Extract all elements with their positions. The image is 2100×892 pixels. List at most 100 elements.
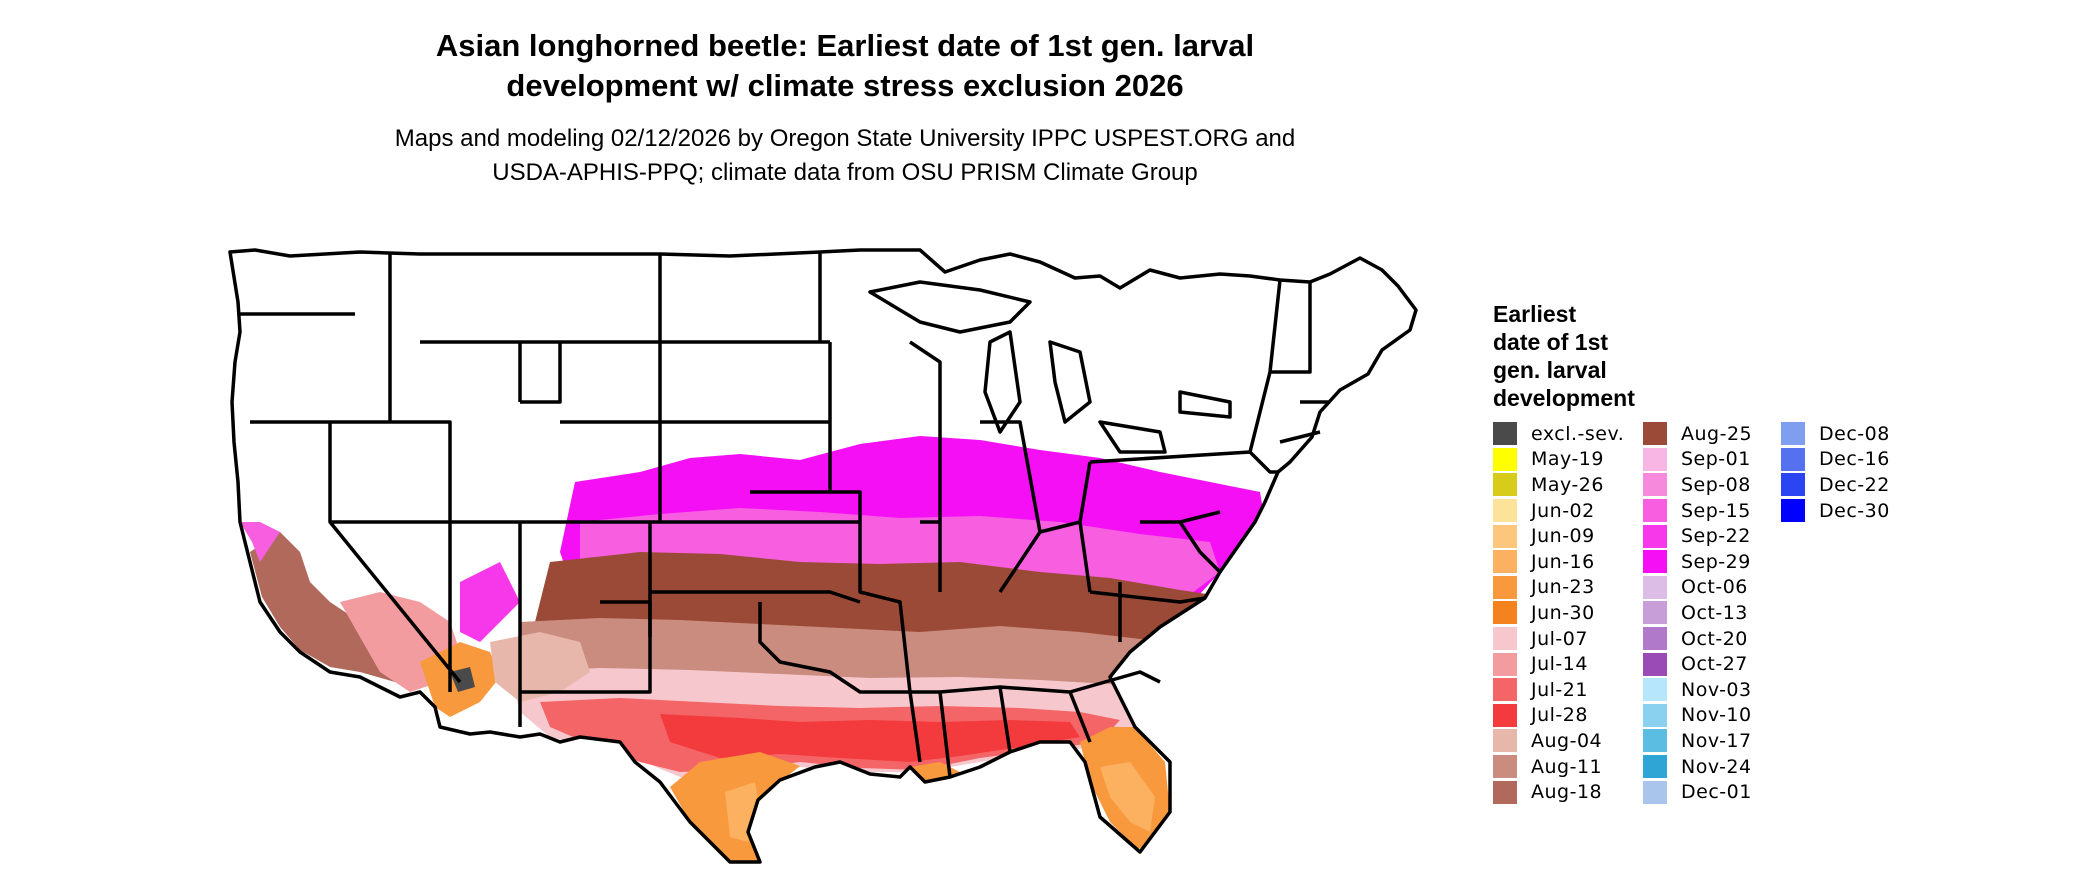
legend-label: Jul-07 [1531, 627, 1588, 650]
zone-southwest-magenta [460, 562, 520, 642]
legend-label: Jun-16 [1531, 550, 1595, 573]
legend-label: Dec-22 [1819, 473, 1890, 496]
legend-item: Jul-14 [1493, 651, 1624, 677]
legend-swatch [1493, 627, 1517, 651]
legend-item: Sep-22 [1643, 523, 1752, 549]
legend-item: Aug-04 [1493, 728, 1624, 754]
legend-swatch [1643, 678, 1667, 702]
legend-swatch [1643, 780, 1667, 804]
legend-swatch [1493, 780, 1517, 804]
legend-item: Oct-20 [1643, 626, 1752, 652]
legend-label: Jul-21 [1531, 678, 1588, 701]
legend-swatch [1493, 678, 1517, 702]
legend-label: Dec-01 [1681, 781, 1752, 804]
legend-swatch [1643, 627, 1667, 651]
legend-swatch [1493, 550, 1517, 574]
legend-title: Earliest date of 1st gen. larval develop… [1493, 300, 1693, 412]
legend-swatch [1493, 703, 1517, 727]
legend-title-line: Earliest [1493, 301, 1577, 327]
legend-item: Oct-13 [1643, 600, 1752, 626]
legend-label: Sep-15 [1681, 499, 1751, 522]
legend-label: Jul-28 [1531, 704, 1588, 727]
legend-swatch [1493, 524, 1517, 548]
legend-label: Aug-25 [1681, 422, 1753, 445]
legend-item: Aug-25 [1643, 421, 1752, 447]
legend-swatch [1493, 755, 1517, 779]
legend-label: Jun-09 [1531, 525, 1595, 548]
zone-southwest-rose [490, 632, 590, 702]
legend-swatch [1643, 447, 1667, 471]
legend-label: Aug-18 [1531, 781, 1603, 804]
legend-label: Dec-30 [1819, 499, 1890, 522]
legend-swatch [1493, 447, 1517, 471]
legend-swatch [1643, 473, 1667, 497]
legend-swatch [1493, 729, 1517, 753]
legend-label: Oct-27 [1681, 653, 1748, 676]
central-interior-borders [520, 252, 1330, 778]
legend-label: Oct-06 [1681, 576, 1748, 599]
us-outline [228, 248, 1418, 864]
map-title: Asian longhorned beetle: Earliest date o… [300, 26, 1390, 106]
legend-swatch [1643, 729, 1667, 753]
legend-item: May-19 [1493, 447, 1624, 473]
legend-swatch [1493, 473, 1517, 497]
legend-item: Dec-08 [1781, 421, 1890, 447]
legend-label: Aug-04 [1531, 729, 1603, 752]
legend-item: Jul-28 [1493, 703, 1624, 729]
legend-swatch [1781, 422, 1805, 446]
legend-item: Jun-23 [1493, 575, 1624, 601]
larval-date-raster [240, 436, 1265, 862]
legend-column-3: Dec-08 Dec-16 Dec-22 Dec-30 [1781, 421, 1890, 523]
legend-label: Nov-24 [1681, 755, 1752, 778]
legend-swatch [1643, 499, 1667, 523]
legend-item: Dec-16 [1781, 447, 1890, 473]
legend-column-2: Aug-25 Sep-01 Sep-08 Sep-15 Sep-22 Sep-29 Oct-… [1643, 421, 1752, 805]
legend-item: Sep-08 [1643, 472, 1752, 498]
legend-swatch [1781, 499, 1805, 523]
legend-label: Oct-13 [1681, 601, 1748, 624]
legend-item: Sep-15 [1643, 498, 1752, 524]
legend-item: Dec-22 [1781, 472, 1890, 498]
legend-item: Jul-21 [1493, 677, 1624, 703]
legend-label: Nov-17 [1681, 729, 1752, 752]
legend-swatch [1781, 473, 1805, 497]
legend-swatch [1643, 652, 1667, 676]
legend-label: Dec-16 [1819, 448, 1890, 471]
legend-item: Dec-30 [1781, 498, 1890, 524]
legend-label: Sep-29 [1681, 550, 1751, 573]
legend-label: Dec-08 [1819, 422, 1890, 445]
zone-excluded-severe [450, 667, 475, 692]
zone-jun-16-florida [1100, 762, 1155, 832]
legend-swatch [1643, 524, 1667, 548]
us-map [228, 248, 1418, 864]
map-title-line-2: development w/ climate stress exclusion … [506, 68, 1184, 103]
map-subtitle: Maps and modeling 02/12/2026 by Oregon S… [300, 122, 1390, 190]
legend-swatch [1493, 575, 1517, 599]
legend-title-line: gen. larval [1493, 357, 1607, 383]
great-lakes [868, 280, 1232, 454]
legend-label: Nov-03 [1681, 678, 1752, 701]
legend-item: Nov-24 [1643, 754, 1752, 780]
legend-item: Sep-29 [1643, 549, 1752, 575]
legend-item: excl.-sev. [1493, 421, 1624, 447]
legend-swatch [1781, 447, 1805, 471]
legend-item: Oct-27 [1643, 651, 1752, 677]
legend-label: Jun-23 [1531, 576, 1595, 599]
legend-item: Jul-07 [1493, 626, 1624, 652]
legend-column-1: excl.-sev. May-19 May-26 Jun-02 Jun-09 Jun-16… [1493, 421, 1624, 805]
map-title-line-1: Asian longhorned beetle: Earliest date o… [435, 28, 1255, 63]
zone-west-coast-sep [240, 522, 280, 562]
zone-jul-28 [660, 714, 1080, 762]
legend-label: Jul-14 [1531, 653, 1588, 676]
legend-label: May-19 [1531, 448, 1604, 471]
legend-item: Nov-17 [1643, 728, 1752, 754]
legend-title-line: development [1493, 385, 1635, 411]
legend-item: Jun-30 [1493, 600, 1624, 626]
legend-item: Jun-16 [1493, 549, 1624, 575]
legend-label: May-26 [1531, 473, 1604, 496]
legend-swatch [1493, 652, 1517, 676]
legend-item: Aug-11 [1493, 754, 1624, 780]
legend-item: Oct-06 [1643, 575, 1752, 601]
legend-swatch [1493, 422, 1517, 446]
legend-label: Jun-30 [1531, 601, 1595, 624]
